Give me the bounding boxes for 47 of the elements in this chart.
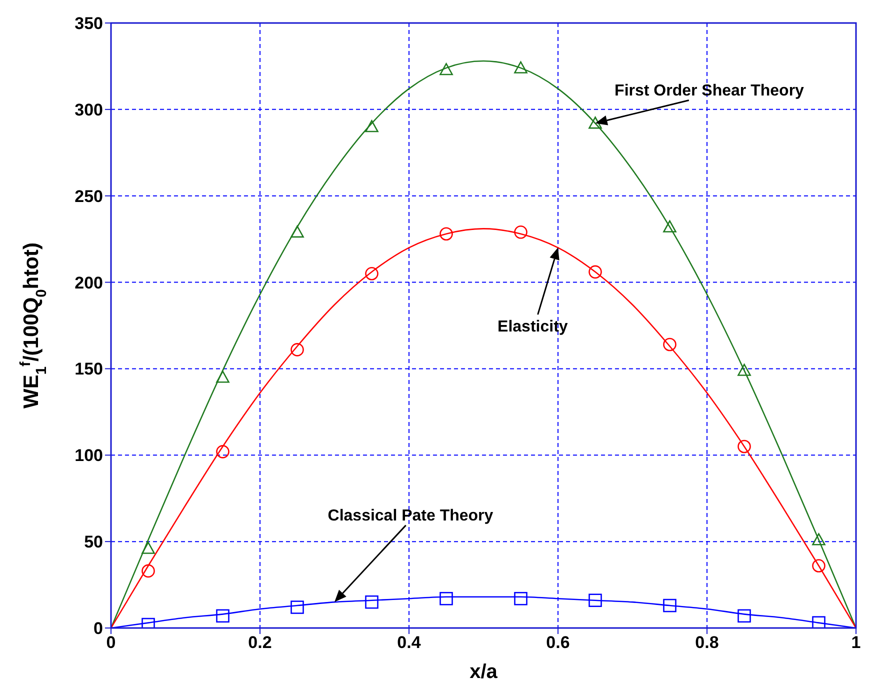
point [216,370,230,383]
y-tick-label: 200 [74,273,103,292]
point [142,542,155,554]
y-tick-label: 150 [74,360,103,379]
point [142,564,155,578]
point [663,338,676,352]
x-tick-label: 0 [106,633,116,652]
point [663,598,676,612]
x-tick-label: 0.4 [397,633,422,652]
point [216,445,230,458]
point [812,616,826,628]
x-tick-label: 0.6 [546,633,570,652]
point [514,592,528,606]
point [365,266,378,280]
point [514,226,528,239]
point [812,533,826,546]
point [440,63,453,76]
y-tick-label: 250 [74,186,103,206]
y-tick-label: 50 [84,532,103,552]
annotation: First Order Shear Theory [614,82,804,100]
point [440,592,453,606]
point [588,594,602,607]
y-tick-label: 350 [74,14,103,34]
point [738,364,751,376]
point [738,440,751,454]
point [588,265,602,279]
point [216,609,230,623]
point [365,595,378,609]
x-tick-label: 1 [851,633,861,652]
point [514,61,528,74]
x-tick-label: 0.8 [695,633,719,652]
x-axis-title: x/a [470,661,498,683]
point [290,226,304,238]
point [290,600,304,614]
point [365,120,378,132]
annotation: Elasticity [498,318,568,336]
point [738,609,751,623]
point [290,343,304,356]
y-tick-label: 300 [74,100,103,120]
point [663,220,676,232]
point [588,116,602,129]
annotation: Classical Pate Theory [328,507,494,524]
y-tick-label: 100 [74,446,103,466]
x-tick-label: 0.2 [248,633,272,652]
point [440,227,453,241]
y-tick-label: 0 [94,619,103,638]
point [812,559,826,572]
